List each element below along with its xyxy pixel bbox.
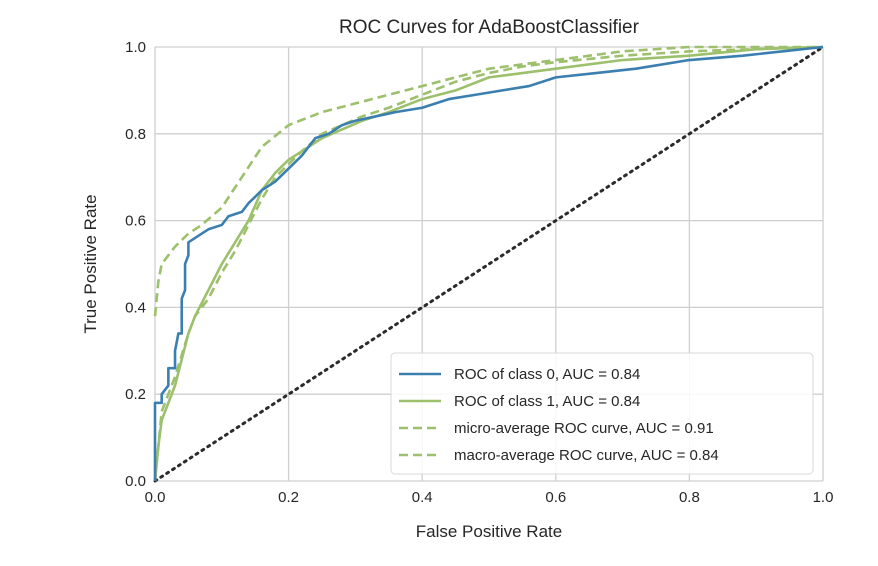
x-tick-label: 0.4	[412, 489, 433, 506]
x-axis-label: False Positive Rate	[416, 522, 562, 541]
chart-title: ROC Curves for AdaBoostClassifier	[339, 17, 640, 38]
legend-label: micro-average ROC curve, AUC = 0.91	[454, 420, 714, 437]
legend: ROC of class 0, AUC = 0.84 ROC of class 1…	[390, 352, 814, 475]
y-tick-label: 0.8	[125, 126, 146, 143]
y-tick-label: 0.6	[125, 213, 146, 230]
x-axis-ticks: 0.0 0.2 0.4 0.6 0.8 1.0	[145, 489, 834, 506]
x-tick-label: 0.8	[679, 489, 700, 506]
y-tick-label: 0.2	[125, 386, 146, 403]
y-tick-label: 0.4	[125, 299, 146, 316]
roc-line-series-0	[153, 45, 824, 481]
legend-box	[390, 352, 814, 475]
legend-label: ROC of class 0, AUC = 0.84	[454, 366, 640, 383]
x-tick-label: 1.0	[813, 489, 834, 506]
x-tick-label: 0.0	[145, 489, 166, 506]
y-axis-ticks: 0.0 0.2 0.4 0.6 0.8 1.0	[125, 39, 146, 490]
legend-label: macro-average ROC curve, AUC = 0.84	[454, 447, 719, 464]
reference-diagonal-line	[153, 45, 825, 483]
x-tick-label: 0.2	[278, 489, 299, 506]
x-tick-label: 0.6	[545, 489, 566, 506]
grid-lines	[154, 46, 824, 482]
y-tick-label: 1.0	[125, 39, 146, 56]
y-tick-label: 0.0	[125, 473, 146, 490]
roc-lines	[153, 45, 825, 483]
roc-line-series-2	[153, 45, 823, 317]
y-axis-label: True Positive Rate	[81, 194, 100, 333]
legend-label: ROC of class 1, AUC = 0.84	[454, 393, 640, 410]
roc-line-series-1	[153, 45, 824, 482]
